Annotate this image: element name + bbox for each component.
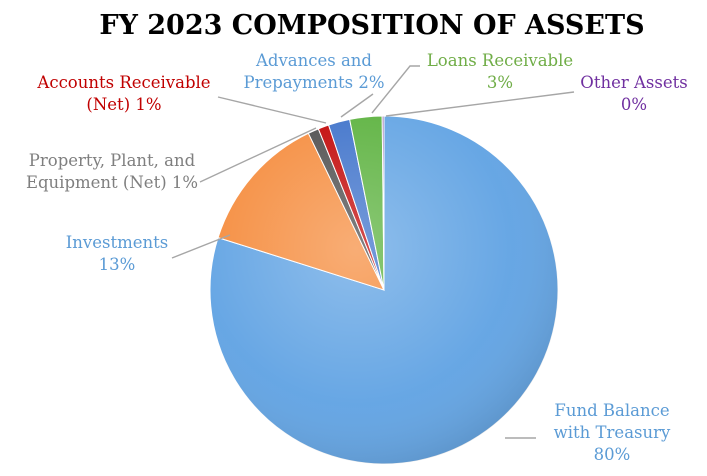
data-label-accounts-receivable-net: Accounts Receivable (Net) 1% [36,73,210,114]
leader-lines [171,65,575,439]
data-label-loans-receivable: Loans Receivable 3% [427,51,573,92]
leader-line-loans-receivable [371,65,420,114]
data-label-other-assets: Other Assets 0% [580,73,687,114]
leader-line-advances-and-prepayments [340,93,374,118]
slice-labels: Fund Balance with Treasury 80% Investments 1… [26,51,688,464]
data-label-property-plant-and-equipment-net: Property, Plant, and Equipment (Net) 1% [26,151,198,192]
leader-line-property-plant-and-equipment-net [199,127,317,183]
data-label-fund-balance-with-treasury: Fund Balance with Treasury 80% [554,401,671,464]
leader-line-accounts-receivable-net [217,96,327,124]
data-label-investments: Investments 13% [66,233,168,274]
leader-line-investments [171,234,231,259]
chart-title: FY 2023 COMPOSITION OF ASSETS [99,10,644,41]
data-label-advances-and-prepayments: Advances and Prepayments 2% [243,51,384,92]
pie-slices [209,115,559,465]
leader-line-other-assets [385,91,575,117]
